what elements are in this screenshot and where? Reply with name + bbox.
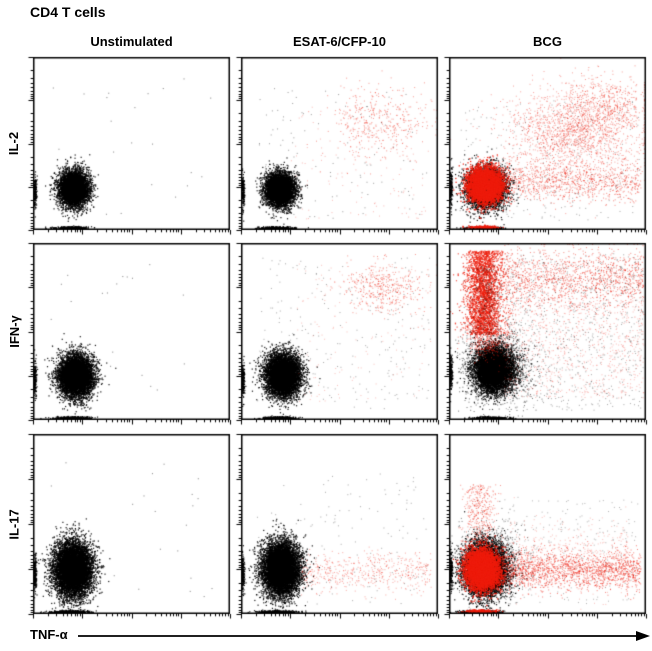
plot-panel-ifng-unstimulated [27,242,232,427]
plot-panel-il2-unstimulated [27,56,232,237]
plot-panel-ifng-bcg [443,242,648,427]
row-label-il2: IL-2 [0,57,28,230]
plot-panel-il17-bcg [443,433,648,621]
plot-panel-il2-esat6 [235,56,440,237]
plot-panel-il17-esat6 [235,433,440,621]
scatter-canvas-il2-bcg [443,56,648,237]
row-label-il17: IL-17 [0,434,28,614]
scatter-canvas-il17-bcg [443,433,648,621]
x-axis-arrow-icon [78,631,650,641]
scatter-canvas-il17-unstimulated [27,433,232,621]
x-axis-label: TNF-α [30,627,68,642]
scatter-canvas-ifng-unstimulated [27,242,232,427]
scatter-canvas-ifng-esat6 [235,242,440,427]
plot-panel-il17-unstimulated [27,433,232,621]
column-header-esat6-cfp10: ESAT-6/CFP-10 [293,34,386,49]
plot-panel-ifng-esat6 [235,242,440,427]
column-header-unstimulated: Unstimulated [90,34,173,49]
x-axis-row: TNF-α [0,624,652,650]
scatter-canvas-il2-unstimulated [27,56,232,237]
scatter-canvas-il2-esat6 [235,56,440,237]
row-label-il2-text: IL-2 [6,131,22,156]
scatter-canvas-ifng-bcg [443,242,648,427]
scatter-canvas-il17-esat6 [235,433,440,621]
row-label-ifng-text: IFN-γ [6,315,22,348]
figure-title: CD4 T cells [30,4,106,20]
plot-panel-il2-bcg [443,56,648,237]
row-label-ifng: IFN-γ [0,243,28,420]
row-label-il17-text: IL-17 [6,508,22,540]
column-header-bcg: BCG [533,34,562,49]
